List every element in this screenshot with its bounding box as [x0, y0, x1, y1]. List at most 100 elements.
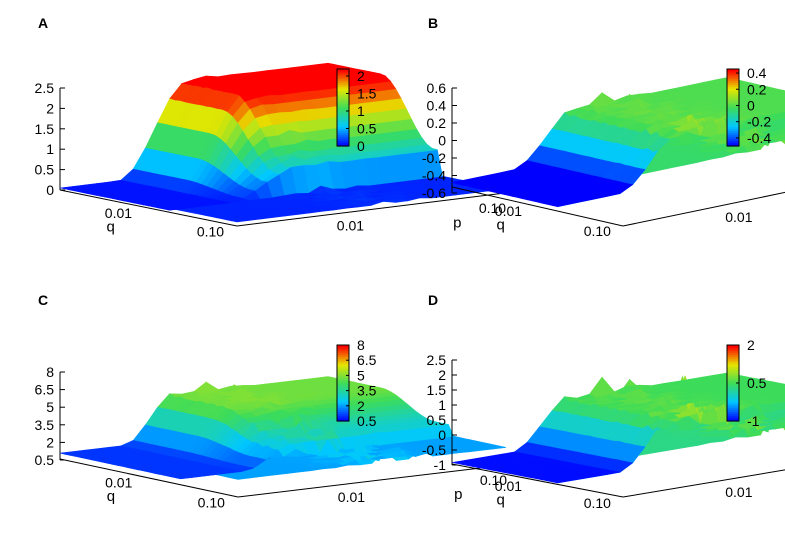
colorbar-tick-label: 3.5: [357, 383, 377, 399]
colorbar-segment: [337, 74, 349, 78]
z-tick-label: 5: [46, 399, 54, 415]
colorbar-segment: [727, 82, 739, 85]
y-axis-line: [237, 464, 507, 498]
colorbar-segment: [337, 132, 349, 135]
colorbar-segment: [337, 92, 349, 95]
colorbar-segment: [337, 109, 349, 112]
z-tick-label: 0: [438, 427, 446, 443]
colorbar-segment: [337, 82, 349, 85]
z-tick-label: 2.5: [427, 352, 447, 368]
colorbar-segment: [337, 69, 349, 72]
colorbar-segment: [337, 70, 349, 74]
colorbar-segment: [337, 88, 349, 91]
colorbar-segment: [337, 111, 349, 114]
colorbar-segment: [337, 99, 349, 103]
colorbar-segment: [727, 103, 739, 107]
colorbar-segment: [337, 101, 349, 105]
colorbar-segment: [727, 94, 739, 97]
colorbar: 0.523.556.58: [336, 337, 377, 429]
colorbar-segment: [727, 130, 739, 134]
y-tick-label: 0.10: [479, 200, 506, 216]
colorbar-frame: [336, 68, 350, 147]
z-tick-label: 0.4: [427, 98, 447, 114]
colorbar-segment: [727, 111, 739, 114]
colorbar-segment: [727, 72, 739, 76]
panel-b: B-0.6-0.4-0.200.20.40.60.010.10q0.010.10…: [422, 15, 785, 239]
z-tick-label: 2: [46, 100, 54, 116]
x-ticks: 0.010.10: [105, 205, 225, 240]
y-axis-line: [622, 191, 785, 227]
z-tick-label: 2: [46, 434, 54, 450]
colorbar-segment: [727, 86, 739, 89]
colorbar-segment: [337, 105, 349, 109]
z-tick-label: 6.5: [35, 382, 55, 398]
z-tick-label: 8: [46, 364, 54, 380]
x-axis-line: [59, 458, 239, 498]
colorbar-segment: [337, 126, 349, 130]
colorbar-tick-label: 0: [357, 138, 365, 154]
colorbar-segment: [337, 142, 349, 145]
panel-label: A: [38, 15, 48, 31]
colorbar-segment: [727, 132, 739, 135]
colorbar-tick-label: 0: [747, 97, 755, 113]
panel-label: D: [428, 292, 438, 308]
colorbar-segment: [337, 144, 349, 147]
colorbar-segment: [727, 140, 739, 143]
colorbar-segment: [727, 70, 739, 74]
colorbar-segment: [727, 97, 739, 101]
surface-cell: [59, 186, 78, 190]
x-tick-label: 0.01: [105, 205, 132, 221]
colorbar-tick-label: -0.2: [747, 114, 771, 130]
z-tick-label: 3.5: [35, 417, 55, 433]
x-tick-label: 0.01: [495, 203, 522, 219]
z-tick-label: 0.2: [427, 115, 447, 131]
colorbar-segment: [337, 134, 349, 137]
colorbar-segment: [727, 128, 739, 132]
y-tick-label: 0.01: [725, 209, 752, 225]
z-tick-label: 2: [438, 367, 446, 383]
colorbar: -0.4-0.200.20.4: [726, 65, 771, 147]
colorbar-segment: [337, 121, 349, 124]
colorbar-segment: [727, 90, 739, 93]
y-ticks: 0.010.10: [725, 209, 752, 225]
z-tick-label: 0.5: [35, 162, 55, 178]
colorbar-segment: [337, 128, 349, 132]
surface-cell: [451, 179, 470, 185]
colorbar-segment: [727, 107, 739, 110]
colorbar-segment: [727, 105, 739, 109]
colorbar-segment: [727, 138, 739, 141]
z-tick-label: 1: [438, 397, 446, 413]
axes: [59, 88, 506, 227]
panel-label: B: [428, 15, 438, 31]
z-ticks: 0 0.5 1 1.5 2 2.5: [35, 80, 65, 198]
colorbar-tick-label: 8: [357, 337, 365, 353]
colorbar-tick-label: 2: [357, 398, 365, 414]
colorbar-segment: [727, 134, 739, 137]
colorbar-segment: [727, 144, 739, 147]
colorbar-segment: [727, 84, 739, 87]
z-tick-label: -1: [434, 457, 447, 473]
z-tick-label: -0.6: [422, 185, 446, 201]
y-ticks: 0.010.10: [725, 484, 752, 500]
x-tick-label: 0.10: [584, 495, 611, 511]
colorbar: 00.5 11.5 2: [336, 68, 377, 154]
z-tick-label: 1: [46, 141, 54, 157]
colorbar-segment: [727, 80, 739, 83]
z-tick-label: 0.5: [427, 412, 447, 428]
z-tick-label: 0.5: [35, 452, 55, 468]
y-axis-label: p: [454, 486, 462, 503]
x-axis-line: [59, 189, 238, 227]
colorbar-segment: [337, 103, 349, 107]
colorbar-segment: [337, 76, 349, 80]
colorbar-tick-label: 0.5: [357, 413, 377, 429]
colorbar-segment: [337, 115, 349, 118]
colorbar-segment: [337, 122, 349, 126]
surface: [59, 376, 507, 480]
colorbar-tick-label: 0.5: [747, 375, 767, 391]
y-ticks: 0.010.10: [337, 200, 507, 233]
x-ticks: 0.010.10: [105, 475, 225, 511]
colorbar-tick-label: 0.5: [357, 121, 377, 137]
x-axis-label: q: [497, 216, 505, 233]
colorbar-segment: [337, 117, 349, 120]
